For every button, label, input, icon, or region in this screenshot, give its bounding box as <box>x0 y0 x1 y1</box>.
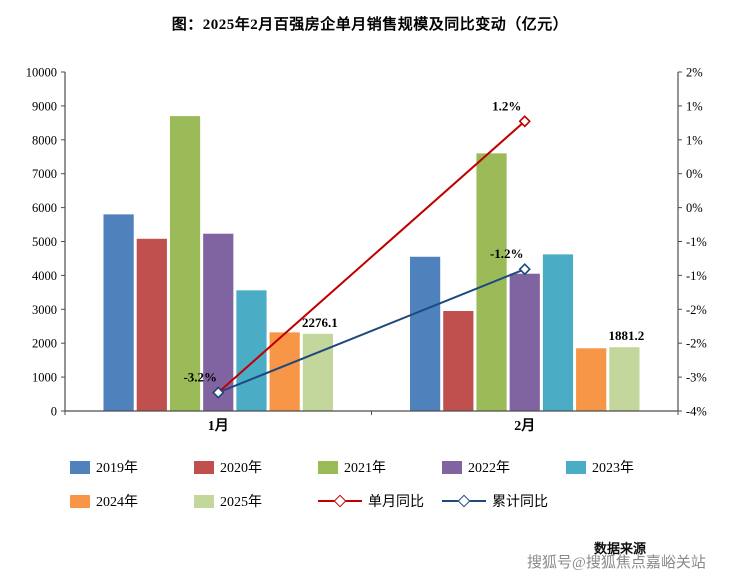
bar <box>609 347 640 411</box>
bar <box>542 254 574 411</box>
legend-item-2025: 2025年 <box>194 491 318 511</box>
legend-line-monthly-yoy-icon <box>318 494 362 508</box>
diamond-marker <box>518 115 531 128</box>
svg-text:7000: 7000 <box>32 167 57 181</box>
svg-text:2000: 2000 <box>32 337 57 351</box>
data-source-label: 数据来源 <box>594 541 647 556</box>
combo-chart: 2276.1 1881.2 0 1000 2000 3000 4000 5000 6000 700… <box>26 66 707 435</box>
bar <box>443 310 474 411</box>
legend-swatch-2023-icon <box>566 460 586 474</box>
legend-item-2021: 2021年 <box>318 457 442 477</box>
watermark-text: 搜狐号@搜狐焦点嘉峪关站 <box>527 555 706 571</box>
bar <box>136 238 167 411</box>
svg-text:5000: 5000 <box>32 235 57 249</box>
bar <box>302 333 333 411</box>
svg-text:2276.1: 2276.1 <box>302 315 338 330</box>
trend-line <box>217 120 526 394</box>
legend-label-2022: 2022年 <box>468 461 510 476</box>
legend-label-2023: 2023年 <box>592 461 634 476</box>
legend-item-2022: 2022年 <box>442 457 566 477</box>
bar <box>509 273 540 411</box>
legend-row-1: 2019年 2020年 2021年 2022年 2023年 <box>70 450 690 484</box>
legend-item-monthly-yoy: 单月同比 <box>318 491 442 511</box>
svg-text:10000: 10000 <box>26 66 57 80</box>
svg-text:2月: 2月 <box>514 418 535 434</box>
legend-label-2021: 2021年 <box>344 461 386 476</box>
legend-swatch-2021-icon <box>318 460 338 474</box>
legend-label-monthly-yoy: 单月同比 <box>368 495 424 510</box>
legend-swatch-2025-icon <box>194 494 214 508</box>
svg-text:-2%: -2% <box>686 337 707 351</box>
bar <box>576 348 607 411</box>
bar <box>269 332 300 411</box>
svg-text:1881.2: 1881.2 <box>609 328 645 343</box>
trend-line <box>217 268 526 394</box>
svg-text:3000: 3000 <box>32 303 57 317</box>
legend-row-2: 2024年 2025年 单月同比 累计同比 <box>70 484 690 518</box>
legend-swatch-2020-icon <box>194 460 214 474</box>
svg-text:-1%: -1% <box>686 269 707 283</box>
bar <box>169 116 201 411</box>
svg-text:1月: 1月 <box>208 418 229 434</box>
legend-line-cumulative-yoy-icon <box>442 494 486 508</box>
svg-text:1000: 1000 <box>32 371 57 385</box>
legend-item-2020: 2020年 <box>194 457 318 477</box>
diamond-marker <box>518 263 531 276</box>
legend-label-2024: 2024年 <box>96 495 138 510</box>
svg-text:1%: 1% <box>686 99 703 113</box>
legend-swatch-2024-icon <box>70 494 90 508</box>
svg-text:-1.2%: -1.2% <box>490 246 524 261</box>
legend-item-2024: 2024年 <box>70 491 194 511</box>
svg-text:-3%: -3% <box>686 371 707 385</box>
chart-title: 图：2025年2月百强房企单月销售规模及同比变动（亿元） <box>171 17 569 33</box>
legend-item-2019: 2019年 <box>70 457 194 477</box>
chart-legend: 2019年 2020年 2021年 2022年 2023年 2024年 <box>70 450 690 518</box>
svg-text:-1%: -1% <box>686 235 707 249</box>
bar <box>410 256 441 411</box>
legend-label-2025: 2025年 <box>220 495 262 510</box>
svg-text:0: 0 <box>51 405 57 419</box>
legend-swatch-2019-icon <box>70 460 90 474</box>
svg-text:2%: 2% <box>686 66 703 80</box>
svg-text:1.2%: 1.2% <box>492 98 521 113</box>
svg-text:4000: 4000 <box>32 269 57 283</box>
svg-text:6000: 6000 <box>32 201 57 215</box>
svg-text:1%: 1% <box>686 133 703 147</box>
bar <box>103 214 134 411</box>
legend-swatch-2022-icon <box>442 460 462 474</box>
legend-label-2019: 2019年 <box>96 461 138 476</box>
svg-text:-2%: -2% <box>686 303 707 317</box>
legend-item-2023: 2023年 <box>566 457 690 477</box>
svg-text:8000: 8000 <box>32 133 57 147</box>
svg-text:9000: 9000 <box>32 99 57 113</box>
svg-text:-3.2%: -3.2% <box>183 370 217 385</box>
legend-label-cumulative-yoy: 累计同比 <box>492 495 548 510</box>
svg-text:0%: 0% <box>686 167 703 181</box>
legend-item-cumulative-yoy: 累计同比 <box>442 491 566 511</box>
diamond-marker <box>212 386 225 399</box>
bar <box>236 290 267 411</box>
svg-text:-4%: -4% <box>686 405 707 419</box>
svg-text:0%: 0% <box>686 201 703 215</box>
bar <box>203 233 234 411</box>
legend-label-2020: 2020年 <box>220 461 262 476</box>
